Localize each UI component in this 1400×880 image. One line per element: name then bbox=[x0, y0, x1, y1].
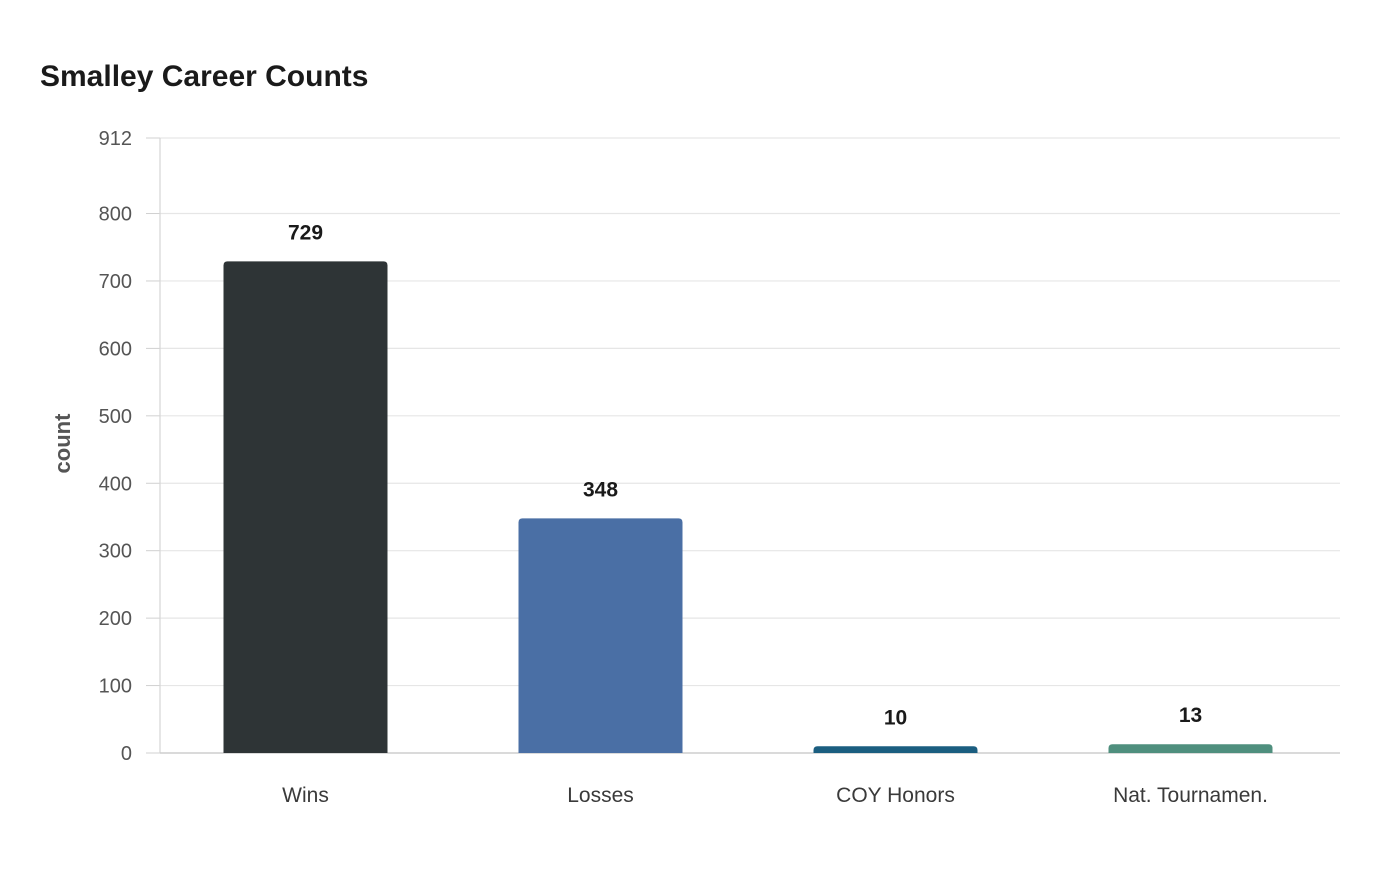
x-category-label: Losses bbox=[567, 784, 634, 807]
bar-value-label: 729 bbox=[288, 221, 323, 244]
x-category-label: COY Honors bbox=[836, 784, 955, 807]
y-tick-label: 800 bbox=[99, 204, 132, 226]
bar-value-label: 13 bbox=[1179, 704, 1202, 727]
y-tick-label: 200 bbox=[99, 608, 132, 630]
y-tick-label: 100 bbox=[99, 676, 132, 698]
bar-losses bbox=[518, 518, 683, 753]
bar-value-label: 348 bbox=[583, 478, 618, 501]
y-tick-label: 600 bbox=[99, 338, 132, 360]
bar-wins bbox=[223, 261, 388, 753]
labels: 0 100 200 300 400 500 600 700 800 912 count 729 Wins… bbox=[50, 128, 1268, 807]
y-axis-title: count bbox=[50, 413, 75, 474]
x-category-label: Wins bbox=[282, 784, 329, 807]
chart-title: Smalley Career Counts bbox=[40, 60, 369, 93]
y-tick-label: 700 bbox=[99, 271, 132, 293]
bars bbox=[223, 261, 1273, 753]
x-category-label: Nat. Tournamen. bbox=[1113, 784, 1268, 807]
bar-nat-tournamen- bbox=[1108, 744, 1273, 753]
y-tick-label: 912 bbox=[99, 128, 132, 150]
bar-value-label: 10 bbox=[884, 706, 907, 729]
y-tick-label: 300 bbox=[99, 541, 132, 563]
bar-coy-honors bbox=[813, 746, 978, 753]
y-tick-label: 500 bbox=[99, 406, 132, 428]
y-tick-label: 400 bbox=[99, 473, 132, 495]
y-tick-label: 0 bbox=[121, 743, 132, 765]
